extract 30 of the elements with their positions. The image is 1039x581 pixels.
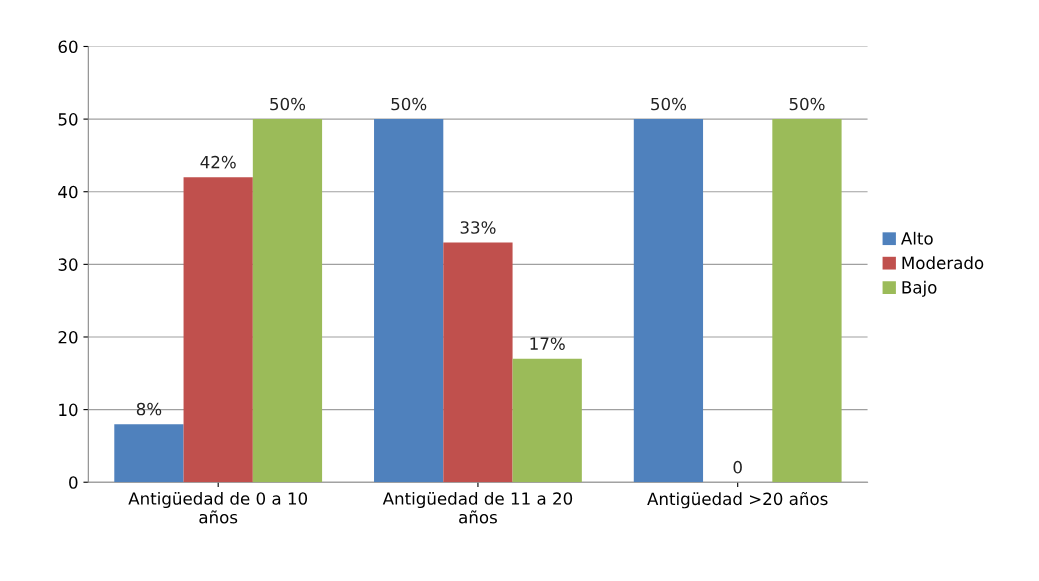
data-label: 17% [530, 337, 565, 350]
y-tick-label: 30 [58, 258, 78, 271]
legend-label: Alto [901, 231, 933, 245]
data-label: 50% [391, 97, 427, 111]
bar [374, 119, 444, 483]
y-tick-label: 10 [59, 403, 78, 417]
legend-label: Moderado [902, 256, 984, 270]
x-tick-label: Antigüedad de 11 a 20 años [382, 491, 573, 524]
bar [633, 119, 704, 483]
data-label: 8% [136, 402, 162, 416]
data-label: 0 [733, 460, 742, 474]
data-label: 42% [200, 155, 236, 169]
bar [443, 242, 513, 483]
bar [183, 177, 253, 483]
y-tick-label: 50 [58, 113, 78, 126]
data-label: 33% [460, 221, 496, 234]
data-label: 50% [789, 97, 825, 111]
data-label: 50% [270, 97, 306, 111]
y-tick-label: 20 [58, 330, 78, 344]
y-tick-label: 40 [58, 185, 78, 199]
x-tick-label: Antigüedad de 0 a 10 años [128, 491, 308, 524]
y-tick-label: 60 [58, 40, 78, 54]
x-tick-label: Antigüedad >20 años [647, 491, 828, 509]
legend-label: Bajo [902, 280, 937, 297]
y-tick-label: 0 [69, 476, 78, 489]
bar [512, 358, 582, 483]
data-label: 50% [651, 97, 687, 111]
bar [114, 424, 184, 483]
bar [252, 119, 323, 483]
bar [772, 119, 842, 483]
